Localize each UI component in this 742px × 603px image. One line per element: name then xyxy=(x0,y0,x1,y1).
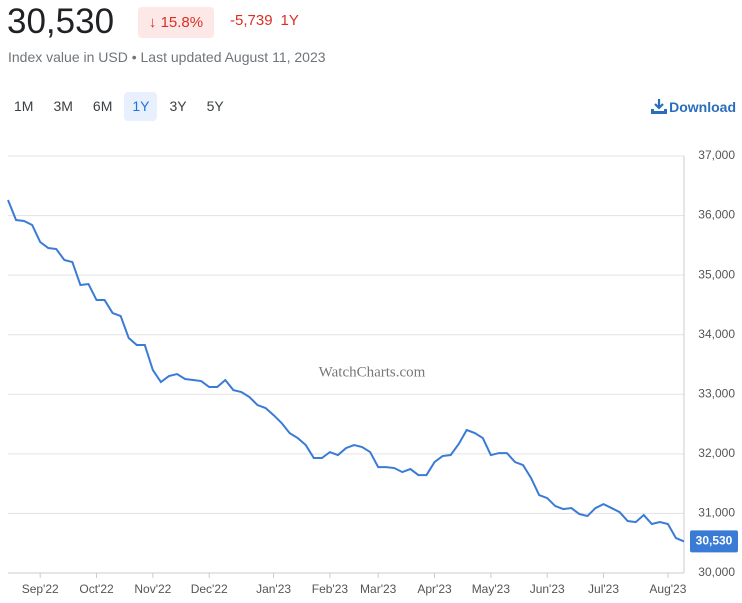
watermark: WatchCharts.com xyxy=(319,364,426,380)
x-tick-label: Apr'23 xyxy=(417,582,452,596)
x-tick-label: Dec'22 xyxy=(191,582,228,596)
change-badge: ↓ 15.8% xyxy=(138,7,214,38)
x-tick-label: Jul'23 xyxy=(588,582,619,596)
x-tick-label: Mar'23 xyxy=(360,582,397,596)
last-value-label: 30,530 xyxy=(696,534,733,548)
last-value-badge xyxy=(690,530,738,553)
price: 30,530 xyxy=(7,2,115,41)
x-tick-label: Oct'22 xyxy=(79,582,114,596)
download-label: Download xyxy=(669,99,736,115)
x-tick-label: Jun'23 xyxy=(530,582,565,596)
change-percent: 15.8% xyxy=(160,14,204,31)
y-tick-label: 37,000 xyxy=(698,148,735,162)
y-tick-label: 34,000 xyxy=(698,327,735,341)
x-tick-label: Sep'22 xyxy=(22,582,59,596)
y-tick-label: 33,000 xyxy=(698,386,735,400)
range-buttons: 1M 3M 6M 1Y 3Y 5Y xyxy=(6,92,236,121)
range-button[interactable]: 3M xyxy=(53,98,73,114)
y-tick-label: 35,000 xyxy=(698,267,735,281)
y-tick-label: 30,000 xyxy=(698,565,735,579)
change-period: 1Y xyxy=(280,12,299,29)
download-button[interactable]: Download xyxy=(649,97,736,117)
y-tick-label: 36,000 xyxy=(698,208,735,222)
x-tick-label: Nov'22 xyxy=(134,582,171,596)
range-button[interactable]: 1Y xyxy=(124,92,158,121)
download-icon xyxy=(651,99,668,114)
range-button[interactable]: 6M xyxy=(92,98,113,114)
x-tick-label: Aug'23 xyxy=(649,582,686,596)
x-tick-label: May'23 xyxy=(472,582,511,596)
y-tick-label: 31,000 xyxy=(698,506,735,520)
y-tick-label: 32,000 xyxy=(698,446,735,460)
range-button[interactable]: 3Y xyxy=(169,98,187,114)
range-button[interactable]: 1M xyxy=(14,98,34,114)
change-value: -5,739 xyxy=(230,12,273,29)
range-button[interactable]: 5Y xyxy=(206,98,224,114)
x-tick-label: Feb'23 xyxy=(312,582,349,596)
change: -5,739 1Y xyxy=(230,12,307,29)
subtitle: Index value in USD • Last updated August… xyxy=(8,49,326,65)
line xyxy=(7,199,685,543)
x-tick-label: Jan'23 xyxy=(256,582,291,596)
